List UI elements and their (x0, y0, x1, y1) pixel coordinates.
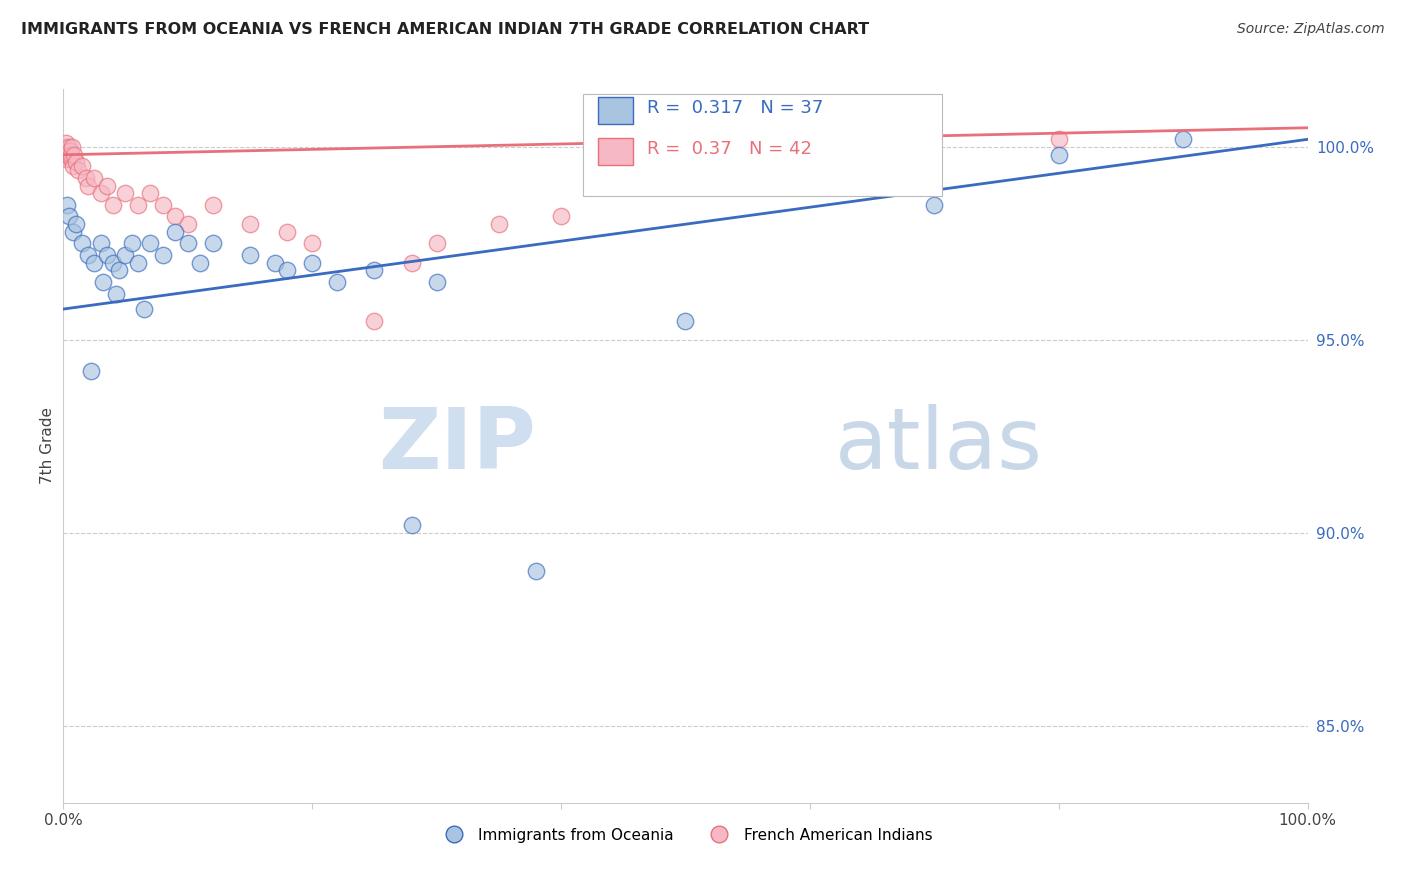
Point (56, 148, 79, 162)
Text: ZIP: ZIP (378, 404, 536, 488)
Point (65, 217, 87, 231)
Text: R =  0.37   N = 42: R = 0.37 N = 42 (647, 140, 811, 158)
Point (114, 186, 136, 201)
Point (121, 236, 143, 251)
Point (104, 286, 127, 301)
Point (177, 236, 200, 251)
Point (91, 275, 114, 289)
Point (58, 140, 80, 154)
Point (62, 225, 84, 239)
Point (62, 159, 84, 173)
Point (363, 313, 385, 327)
Point (56, 152, 79, 166)
Point (425, 236, 447, 251)
Point (96, 178, 118, 193)
Point (77, 248, 100, 262)
Point (65, 155, 87, 169)
Point (63, 148, 86, 162)
Point (276, 225, 298, 239)
Point (101, 256, 124, 270)
Point (75, 170, 97, 185)
Point (59, 152, 82, 166)
Point (108, 263, 131, 277)
Point (152, 248, 174, 262)
Point (675, 148, 697, 162)
Y-axis label: 7th Grade: 7th Grade (39, 408, 55, 484)
Text: R =  0.317   N = 37: R = 0.317 N = 37 (647, 99, 823, 117)
Point (58, 210, 80, 224)
Point (924, 198, 946, 212)
Point (77, 178, 100, 193)
Text: IMMIGRANTS FROM OCEANIA VS FRENCH AMERICAN INDIAN 7TH GRADE CORRELATION CHART: IMMIGRANTS FROM OCEANIA VS FRENCH AMERIC… (21, 22, 869, 37)
Point (70, 236, 93, 251)
Point (60, 140, 83, 154)
Point (675, 313, 697, 327)
Text: atlas: atlas (835, 404, 1043, 488)
Point (96, 248, 118, 262)
Point (276, 263, 298, 277)
Point (79, 364, 101, 378)
Point (83, 170, 105, 185)
Point (263, 256, 285, 270)
Point (799, 159, 821, 173)
Point (127, 198, 149, 212)
Point (55, 136, 77, 151)
Point (114, 248, 136, 262)
Point (550, 210, 572, 224)
Point (90, 186, 112, 201)
Point (1173, 132, 1195, 146)
Point (53, 148, 76, 162)
Point (59, 144, 82, 158)
Legend: Immigrants from Oceania, French American Indians: Immigrants from Oceania, French American… (432, 822, 939, 848)
Point (1047, 148, 1070, 162)
Point (139, 236, 162, 251)
Point (363, 263, 385, 277)
Point (201, 236, 224, 251)
Point (425, 275, 447, 289)
Point (488, 217, 510, 231)
Point (139, 186, 162, 201)
Point (58, 144, 80, 158)
Point (177, 217, 200, 231)
Point (165, 225, 187, 239)
Point (401, 518, 423, 533)
Point (134, 301, 156, 316)
Point (58, 148, 80, 162)
Point (70, 159, 93, 173)
Point (83, 256, 105, 270)
Point (53, 140, 76, 154)
Text: Source: ZipAtlas.com: Source: ZipAtlas.com (1237, 22, 1385, 37)
Point (67, 163, 90, 178)
Point (1047, 132, 1070, 146)
Point (301, 256, 323, 270)
Point (127, 256, 149, 270)
Point (524, 565, 547, 579)
Point (60, 148, 83, 162)
Point (56, 198, 79, 212)
Point (90, 236, 112, 251)
Point (201, 198, 224, 212)
Point (239, 248, 262, 262)
Point (55, 144, 77, 158)
Point (326, 275, 349, 289)
Point (239, 217, 262, 231)
Point (152, 198, 174, 212)
Point (165, 210, 187, 224)
Point (101, 198, 124, 212)
Point (401, 256, 423, 270)
Point (188, 256, 211, 270)
Point (301, 236, 323, 251)
